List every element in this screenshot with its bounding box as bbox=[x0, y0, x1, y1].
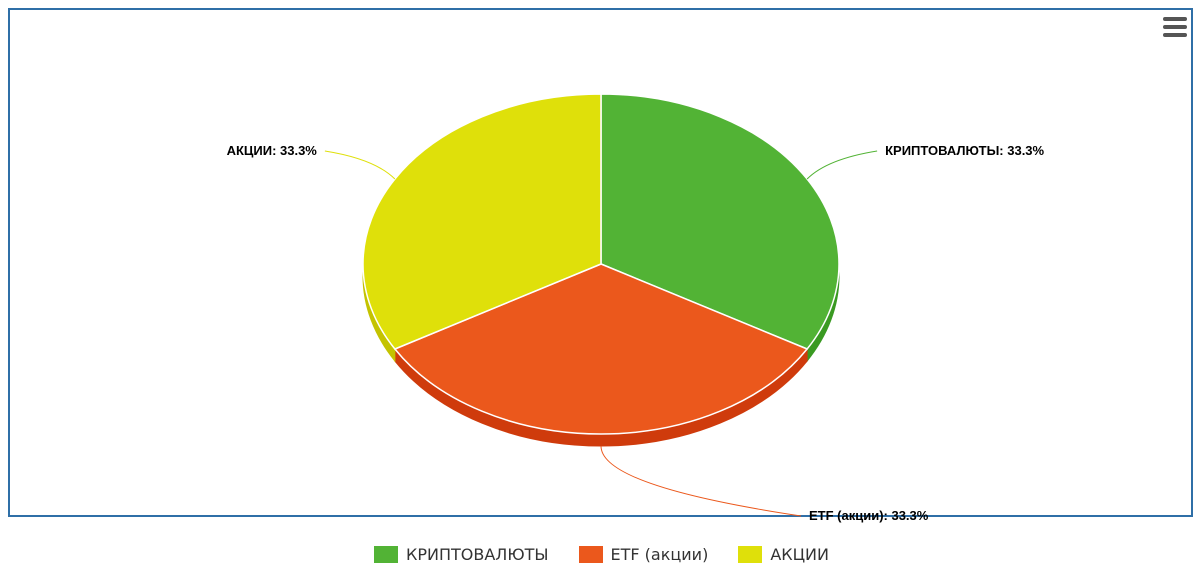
label-connectors-group bbox=[324, 150, 878, 517]
pie-slice-1[interactable] bbox=[394, 263, 808, 435]
legend: КРИПТОВАЛЮТЫ ETF (акции) АКЦИИ bbox=[0, 540, 1203, 568]
slice-label: АКЦИИ: 33.3% bbox=[227, 143, 318, 158]
hamburger-menu-icon bbox=[1163, 17, 1187, 21]
legend-item-stocks[interactable]: АКЦИИ bbox=[738, 545, 829, 564]
legend-label: ETF (акции) bbox=[610, 544, 709, 564]
chart-menu-button[interactable] bbox=[1160, 14, 1190, 40]
pie-slice-0[interactable] bbox=[600, 93, 840, 350]
pie-slice-2[interactable] bbox=[362, 93, 602, 350]
hamburger-menu-bar bbox=[1163, 33, 1187, 37]
legend-item-etf[interactable]: ETF (акции) bbox=[578, 544, 709, 564]
legend-label: АКЦИИ bbox=[770, 544, 829, 564]
label-connector bbox=[600, 445, 802, 517]
legend-label: КРИПТОВАЛЮТЫ bbox=[406, 544, 549, 564]
hamburger-menu-bar bbox=[1163, 25, 1187, 29]
legend-item-crypto[interactable]: КРИПТОВАЛЮТЫ bbox=[374, 545, 549, 564]
legend-swatch bbox=[578, 545, 603, 563]
pie-slices-group bbox=[362, 93, 840, 435]
slice-labels-group: КРИПТОВАЛЮТЫ: 33.3% ETF (акции): 33.3% АКЦ… bbox=[227, 143, 1045, 523]
slice-label: КРИПТОВАЛЮТЫ: 33.3% bbox=[885, 143, 1044, 158]
legend-swatch bbox=[738, 545, 763, 563]
label-connector bbox=[806, 150, 878, 180]
slice-label: ETF (акции): 33.3% bbox=[809, 508, 929, 523]
legend-swatch bbox=[374, 545, 398, 563]
label-connector bbox=[324, 150, 396, 180]
